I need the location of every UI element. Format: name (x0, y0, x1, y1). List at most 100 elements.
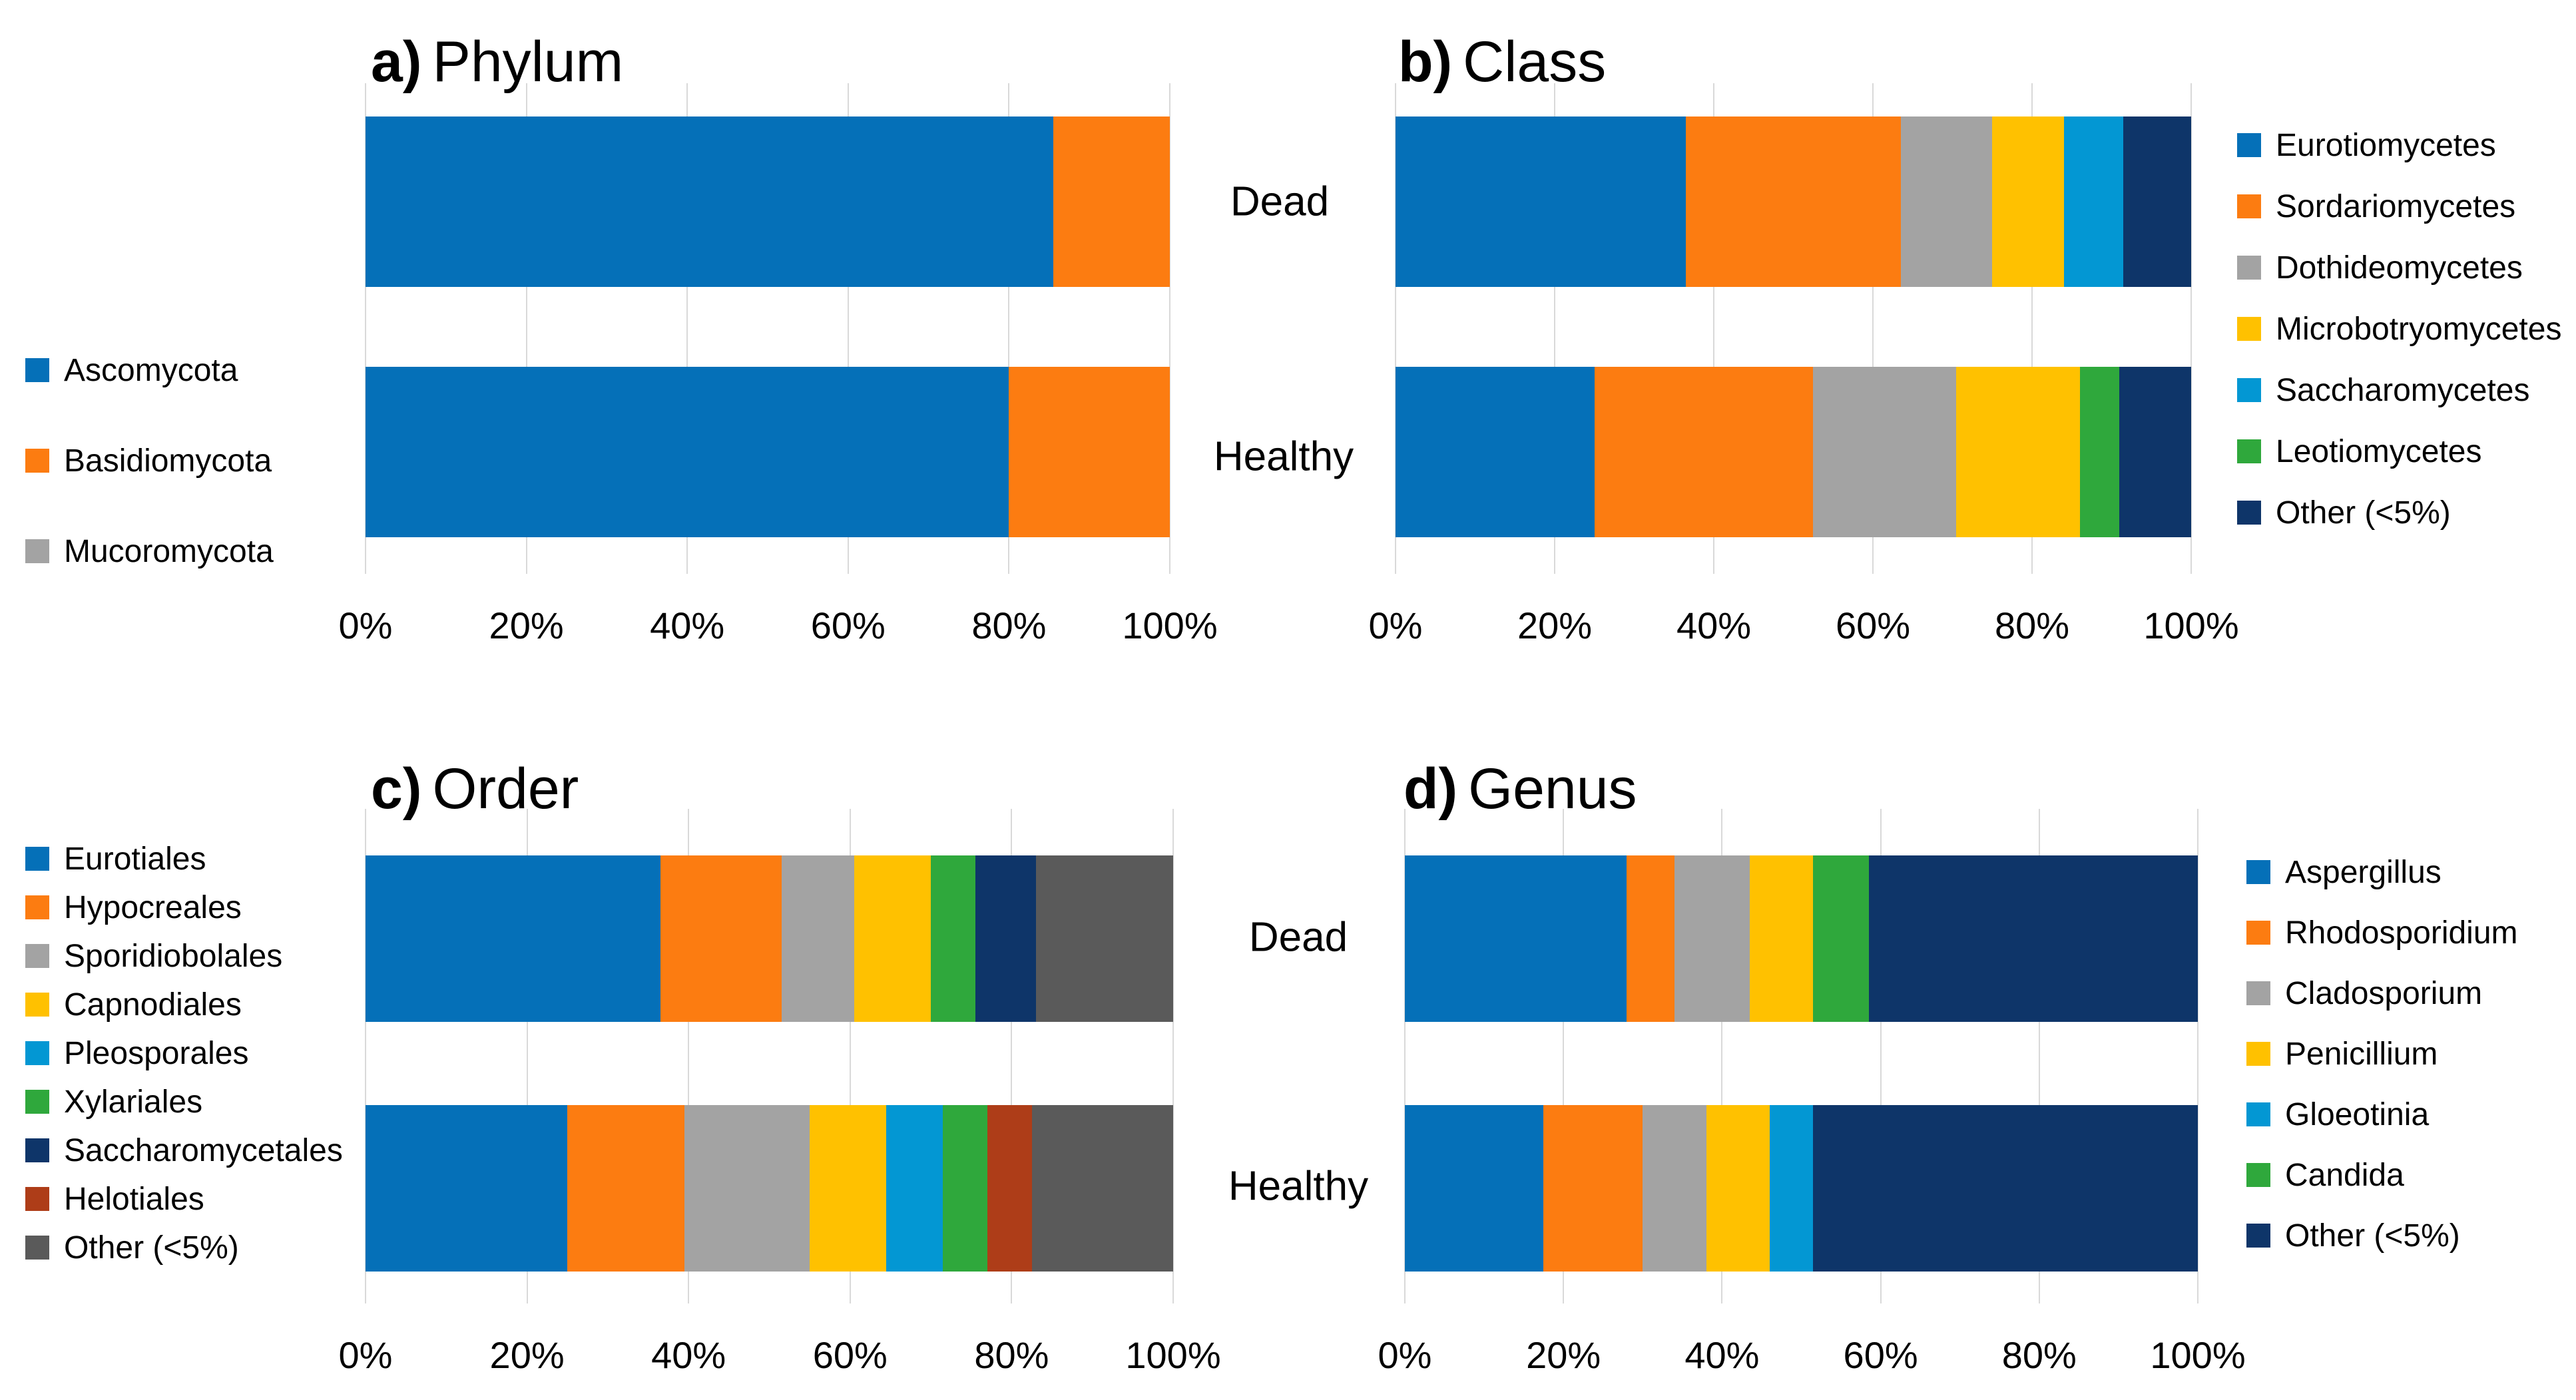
legend-item-label: Penicillium (2285, 1036, 2438, 1072)
gridline (1713, 83, 1714, 574)
plot-phylum: 0% 20% 40% 60% 80% 100% (339, 83, 1218, 646)
x-tick-label: 40% (650, 604, 725, 646)
bar-segment-xylariales (943, 1105, 987, 1272)
bar-segment-other-5 (1031, 1105, 1173, 1272)
gridline (1721, 809, 1723, 1303)
legend-swatch (2237, 378, 2261, 402)
bar-segment-capnodiales (810, 1105, 887, 1272)
legend-item-label: Candida (2285, 1157, 2404, 1193)
gridline (1563, 809, 1565, 1303)
bar-segment-other-5 (1868, 855, 2198, 1022)
x-tick-label: 100% (1122, 604, 1218, 646)
bar-segment-eurotiomycetes (1396, 117, 1686, 287)
legend-item-label: Leotiomycetes (2276, 433, 2482, 469)
legend-item: Mucoromycota (25, 533, 274, 570)
bar-segment-sordariomycetes (1594, 367, 1814, 537)
panel-title-prefix: c) (371, 757, 422, 821)
bar-segment-sporidiobolales (781, 855, 854, 1022)
legend-item: Gloeotinia (2246, 1096, 2518, 1133)
x-tick-label: 0% (338, 604, 393, 646)
legend-item: Eurotiomycetes (2237, 126, 2561, 164)
x-tick-label: 0% (1378, 1334, 1432, 1376)
bar-row-dead (1396, 117, 2191, 287)
legend-item-label: Basidiomycota (64, 443, 272, 479)
x-tick-label: 60% (812, 1334, 888, 1376)
legend-swatch (25, 944, 49, 968)
bar-segment-other-5 (1813, 1105, 2198, 1272)
x-tick-label: 20% (489, 604, 564, 646)
category-label-healthy: Healthy (1228, 1163, 1369, 1210)
bar-segment-ascomycota (366, 367, 1009, 537)
legend-item: Hypocreales (25, 889, 343, 926)
legend-swatch (25, 1041, 49, 1065)
x-tick-label: 80% (971, 604, 1047, 646)
legend-item-label: Aspergillus (2285, 854, 2442, 890)
bar-segment-leotiomycetes (2079, 367, 2120, 537)
legend-item: Saccharomycetales (25, 1132, 343, 1169)
x-tick-label: 20% (1517, 604, 1593, 646)
legend-swatch (2237, 439, 2261, 463)
bar-row-healthy (366, 1105, 1173, 1272)
bar-segment-penicillium (1706, 1105, 1770, 1272)
legend-item: Microbotryomycetes (2237, 310, 2561, 348)
gridline (1169, 83, 1170, 574)
legend-item-label: Ascomycota (64, 352, 238, 388)
x-tick-label: 40% (1676, 604, 1752, 646)
legend-item-label: Saccharomycetales (64, 1132, 343, 1168)
bar-row-dead (1405, 855, 2198, 1022)
legend-swatch (25, 358, 49, 382)
legend-swatch (25, 1187, 49, 1211)
gridline (849, 809, 851, 1303)
legend-swatch (2246, 921, 2270, 945)
legend-item-label: Saccharomycetes (2276, 372, 2530, 408)
legend-item-label: Cladosporium (2285, 975, 2483, 1011)
legend-swatch (25, 1236, 49, 1260)
bar-segment-helotiales (987, 1105, 1032, 1272)
category-label-dead: Dead (1248, 914, 1348, 961)
legend-item: Saccharomycetes (2237, 371, 2561, 409)
x-tick-label: 0% (1368, 604, 1423, 646)
legend-item: Aspergillus (2246, 853, 2518, 891)
x-tick-label: 80% (2001, 1334, 2077, 1376)
bar-segment-basidiomycota (1053, 117, 1170, 287)
legend-item: Sporidiobolales (25, 937, 343, 975)
legend-swatch (2237, 133, 2261, 157)
x-tick-label: 100% (2150, 1334, 2246, 1376)
legend-item-label: Sporidiobolales (64, 938, 283, 974)
legend-item: Cladosporium (2246, 975, 2518, 1012)
legend-genus: Aspergillus Rhodosporidium Cladosporium Pen… (2246, 853, 2518, 1254)
legend-item-label: Capnodiales (64, 987, 242, 1023)
bar-segment-dothideomycetes (1900, 117, 1993, 287)
gridline (525, 83, 527, 574)
gridline (2031, 83, 2033, 574)
legend-item-label: Rhodosporidium (2285, 915, 2518, 951)
legend-swatch (2246, 1224, 2270, 1248)
x-tick-label: 80% (974, 1334, 1049, 1376)
legend-swatch (25, 847, 49, 871)
x-tick-label: 40% (651, 1334, 726, 1376)
legend-swatch (2237, 194, 2261, 218)
legend-item: Xylariales (25, 1083, 343, 1120)
legend-item: Candida (2246, 1156, 2518, 1194)
panel-title-phylum: a) Phylum (371, 33, 623, 91)
x-tick-label: 80% (1994, 604, 2070, 646)
legend-item: Capnodiales (25, 986, 343, 1023)
bar-segment-eurotiales (366, 1105, 568, 1272)
legend-item: Penicillium (2246, 1035, 2518, 1072)
bar-segment-other-5 (2123, 117, 2191, 287)
legend-item-label: Mucoromycota (64, 533, 274, 569)
gridline (365, 83, 366, 574)
legend-swatch (25, 895, 49, 919)
legend-swatch (2246, 1102, 2270, 1126)
legend-swatch (2237, 501, 2261, 525)
legend-item: Helotiales (25, 1180, 343, 1218)
gridline (1554, 83, 1555, 574)
legend-item-label: Dothideomycetes (2276, 250, 2523, 286)
legend-item-label: Other (<5%) (2276, 495, 2451, 531)
x-tick-label: 100% (1125, 1334, 1221, 1376)
legend-item: Leotiomycetes (2237, 433, 2561, 470)
bar-segment-rhodosporidium (1543, 1105, 1643, 1272)
legend-item: Pleosporales (25, 1035, 343, 1072)
panel-title-text: Order (432, 757, 579, 821)
bar-segment-hypocreales (660, 855, 782, 1022)
